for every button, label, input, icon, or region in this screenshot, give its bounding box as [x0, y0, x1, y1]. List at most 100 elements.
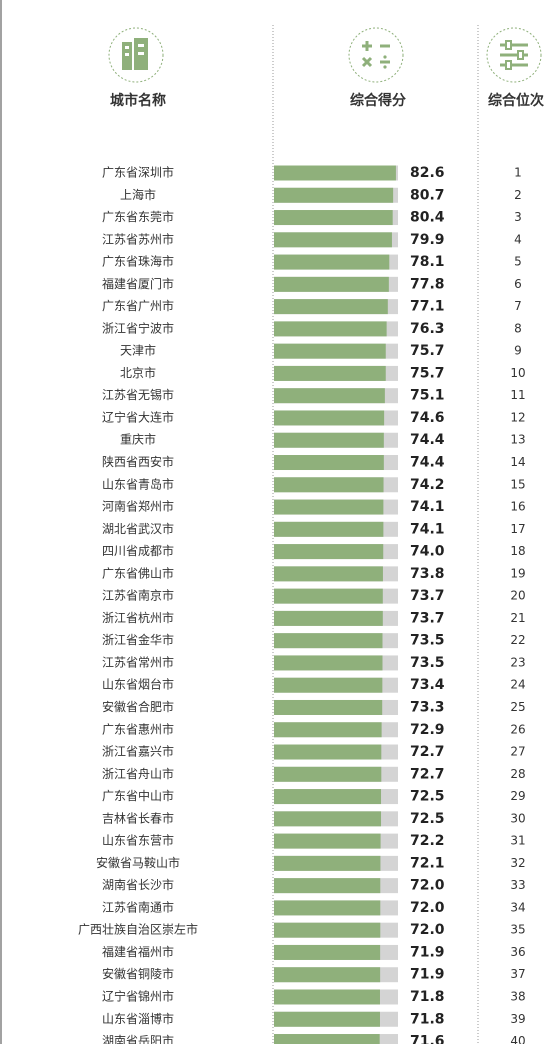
city-name: 重庆市 — [120, 432, 156, 447]
score-label: 75.1 — [410, 388, 445, 404]
bar — [274, 388, 385, 404]
rank-label: 23 — [510, 655, 525, 669]
rank-label: 27 — [510, 745, 525, 759]
rank-label: 30 — [510, 811, 525, 825]
score-label: 76.3 — [410, 321, 445, 337]
rank-label: 31 — [510, 834, 525, 848]
rank-label: 16 — [510, 500, 525, 514]
bar — [274, 410, 385, 426]
score-label: 73.7 — [410, 588, 445, 604]
city-name: 广东省惠州市 — [102, 721, 174, 736]
city-name: 福建省福州市 — [102, 944, 174, 959]
score-label: 80.7 — [410, 187, 445, 203]
city-name: 湖南省长沙市 — [102, 877, 174, 892]
score-label: 79.9 — [410, 232, 445, 248]
city-name: 河南省郑州市 — [102, 499, 174, 514]
city-name: 天津市 — [120, 343, 156, 358]
bar — [274, 989, 380, 1005]
city-name: 辽宁省大连市 — [102, 409, 174, 424]
rank-label: 22 — [510, 633, 525, 647]
rank-label: 14 — [510, 455, 525, 469]
bar — [274, 677, 383, 693]
rank-label: 7 — [514, 299, 522, 313]
score-label: 74.2 — [410, 477, 445, 493]
bar — [274, 789, 382, 805]
bar — [274, 588, 383, 604]
bar — [274, 922, 381, 938]
score-label: 73.5 — [410, 633, 445, 649]
city-name: 江苏省南京市 — [102, 588, 174, 603]
city-name: 上海市 — [120, 187, 156, 202]
bar — [274, 878, 381, 894]
city-name: 浙江省宁波市 — [102, 320, 174, 335]
rank-label: 32 — [510, 856, 525, 870]
score-label: 72.0 — [410, 878, 445, 894]
bar — [274, 633, 383, 649]
rank-label: 35 — [510, 923, 525, 937]
score-label: 77.1 — [410, 299, 445, 315]
bar — [274, 655, 383, 671]
rank-label: 19 — [510, 566, 525, 580]
rank-label: 15 — [510, 477, 525, 491]
city-name: 辽宁省锦州市 — [102, 988, 174, 1003]
score-label: 74.1 — [410, 499, 445, 515]
score-label: 71.6 — [410, 1034, 445, 1044]
score-label: 72.5 — [410, 789, 445, 805]
rank-label: 33 — [510, 878, 525, 892]
city-name: 福建省厦门市 — [102, 276, 174, 291]
score-label: 72.9 — [410, 722, 445, 738]
bar — [274, 321, 387, 337]
rank-label: 37 — [510, 967, 525, 981]
score-label: 72.7 — [410, 744, 445, 760]
bar — [274, 944, 381, 960]
score-label: 72.0 — [410, 922, 445, 938]
city-name: 四川省成都市 — [102, 543, 174, 558]
rank-label: 34 — [510, 900, 525, 914]
bar — [274, 432, 384, 448]
score-label: 71.8 — [410, 1011, 445, 1027]
city-name: 浙江省嘉兴市 — [102, 744, 174, 759]
rank-label: 2 — [514, 188, 522, 202]
rank-label: 12 — [510, 410, 525, 424]
city-name: 山东省烟台市 — [102, 677, 174, 692]
score-label: 73.5 — [410, 655, 445, 671]
bar — [274, 610, 383, 626]
column-header: 城市名称 — [110, 92, 166, 109]
score-label: 75.7 — [410, 365, 445, 381]
city-name: 江苏省无锡市 — [102, 387, 174, 402]
score-label: 73.8 — [410, 566, 445, 582]
bar — [274, 766, 382, 782]
rank-label: 36 — [510, 945, 525, 959]
bar — [274, 187, 394, 203]
column-header: 综合得分 — [350, 92, 406, 109]
bar — [274, 165, 396, 181]
city-name: 安徽省铜陵市 — [102, 966, 174, 981]
rank-label: 21 — [510, 611, 525, 625]
rank-label: 3 — [514, 210, 522, 224]
bar — [274, 967, 381, 983]
bar — [274, 833, 381, 849]
score-label: 74.0 — [410, 544, 445, 560]
bar — [274, 499, 384, 515]
city-name: 安徽省合肥市 — [102, 699, 174, 714]
bar — [274, 365, 386, 381]
score-label: 77.8 — [410, 276, 445, 292]
score-label: 80.4 — [410, 210, 445, 226]
bar — [274, 521, 384, 537]
bar — [274, 566, 383, 582]
bar — [274, 254, 390, 270]
rank-label: 11 — [510, 388, 525, 402]
score-label: 74.6 — [410, 410, 445, 426]
rank-label: 4 — [514, 232, 522, 246]
city-name: 山东省淄博市 — [102, 1011, 174, 1026]
city-name: 湖北省武汉市 — [102, 521, 174, 536]
bar — [274, 900, 381, 916]
rank-label: 38 — [510, 989, 525, 1003]
score-icon — [348, 27, 404, 83]
score-label: 72.2 — [410, 833, 445, 849]
city-name: 广东省珠海市 — [102, 254, 174, 269]
bar — [274, 210, 393, 226]
bar — [274, 699, 383, 715]
rank-label: 28 — [510, 767, 525, 781]
